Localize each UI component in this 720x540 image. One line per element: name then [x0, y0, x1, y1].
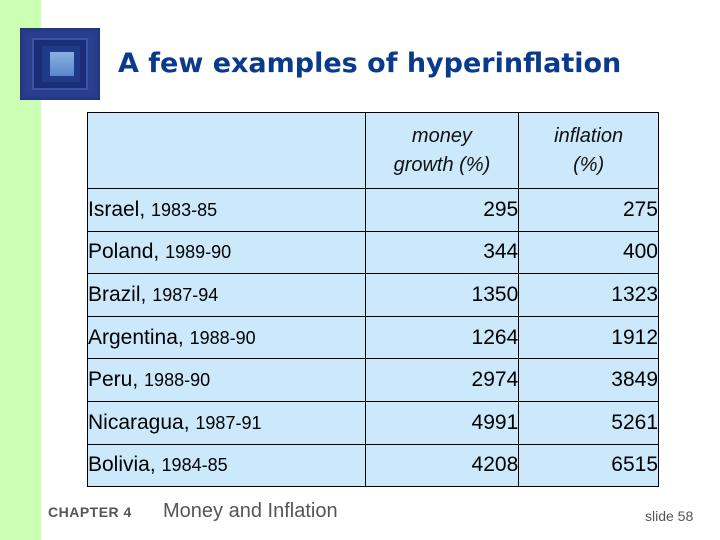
- country-name: Bolivia,: [88, 453, 156, 477]
- money-growth-cell: 4991: [364, 400, 520, 445]
- header-inflation-line2: (%): [573, 153, 605, 176]
- money-growth-cell: 344: [364, 230, 520, 275]
- money-growth-cell: 1350: [364, 273, 520, 317]
- country-name: Peru,: [88, 368, 139, 392]
- country-years: 1988-90: [144, 370, 211, 391]
- table-row: Argentina, 1988-90 1264 1912: [87, 315, 659, 360]
- country-cell: Israel, 1983-85: [87, 188, 366, 232]
- country-cell: Bolivia, 1984-85: [87, 443, 366, 488]
- country-years: 1984-85: [161, 455, 228, 476]
- picture-frame-icon: [20, 28, 100, 100]
- table-row: Brazil, 1987-94 1350 1323: [87, 273, 659, 317]
- table-row: Peru, 1988-90 2974 3849: [87, 358, 659, 402]
- inflation-cell: 6515: [518, 443, 659, 488]
- money-growth-cell: 295: [364, 188, 520, 232]
- country-cell: Peru, 1988-90: [87, 358, 366, 402]
- country-cell: Nicaragua, 1987-91: [87, 400, 366, 445]
- country-years: 1988-90: [189, 327, 256, 348]
- country-name: Poland,: [88, 240, 160, 264]
- inflation-cell: 400: [518, 230, 659, 275]
- header-money-growth-line1: money: [411, 124, 472, 147]
- inflation-cell: 275: [518, 188, 659, 232]
- header-country: [87, 112, 366, 189]
- money-growth-cell: 1264: [364, 315, 520, 360]
- inflation-cell: 3849: [518, 358, 659, 402]
- country-years: 1989-90: [165, 242, 232, 263]
- country-years: 1987-94: [152, 284, 219, 305]
- inflation-cell: 1323: [518, 273, 659, 317]
- hyperinflation-table: money growth (%) inflation (%) Israel, 1…: [87, 112, 659, 488]
- money-growth-cell: 4208: [364, 443, 520, 488]
- country-years: 1983-85: [151, 199, 218, 220]
- header-inflation-line1: inflation: [554, 124, 624, 147]
- country-cell: Brazil, 1987-94: [87, 273, 366, 317]
- country-name: Israel,: [88, 197, 146, 221]
- inflation-cell: 5261: [518, 400, 659, 445]
- table-header-row: money growth (%) inflation (%): [87, 112, 659, 189]
- money-growth-cell: 2974: [364, 358, 520, 402]
- table-row: Nicaragua, 1987-91 4991 5261: [87, 400, 659, 445]
- slide-title: A few examples of hyperinflation: [118, 48, 622, 79]
- footer-chapter-title: Money and Inflation: [163, 500, 338, 522]
- logo-frame-center: [50, 52, 74, 76]
- footer-chapter-label: CHAPTER 4: [48, 504, 132, 520]
- header-money-growth: money growth (%): [364, 112, 520, 189]
- table-row: Israel, 1983-85 295 275: [87, 188, 659, 232]
- country-name: Brazil,: [88, 282, 147, 306]
- country-cell: Poland, 1989-90: [87, 230, 366, 275]
- header-inflation: inflation (%): [518, 112, 659, 189]
- header-money-growth-line2: growth (%): [393, 153, 491, 176]
- inflation-cell: 1912: [518, 315, 659, 360]
- country-name: Argentina,: [88, 325, 184, 349]
- country-years: 1987-91: [195, 412, 262, 433]
- table-row: Poland, 1989-90 344 400: [87, 230, 659, 275]
- country-name: Nicaragua,: [88, 410, 190, 434]
- table-row: Bolivia, 1984-85 4208 6515: [87, 443, 659, 488]
- country-cell: Argentina, 1988-90: [87, 315, 366, 360]
- footer-slide-number: slide 58: [645, 508, 694, 524]
